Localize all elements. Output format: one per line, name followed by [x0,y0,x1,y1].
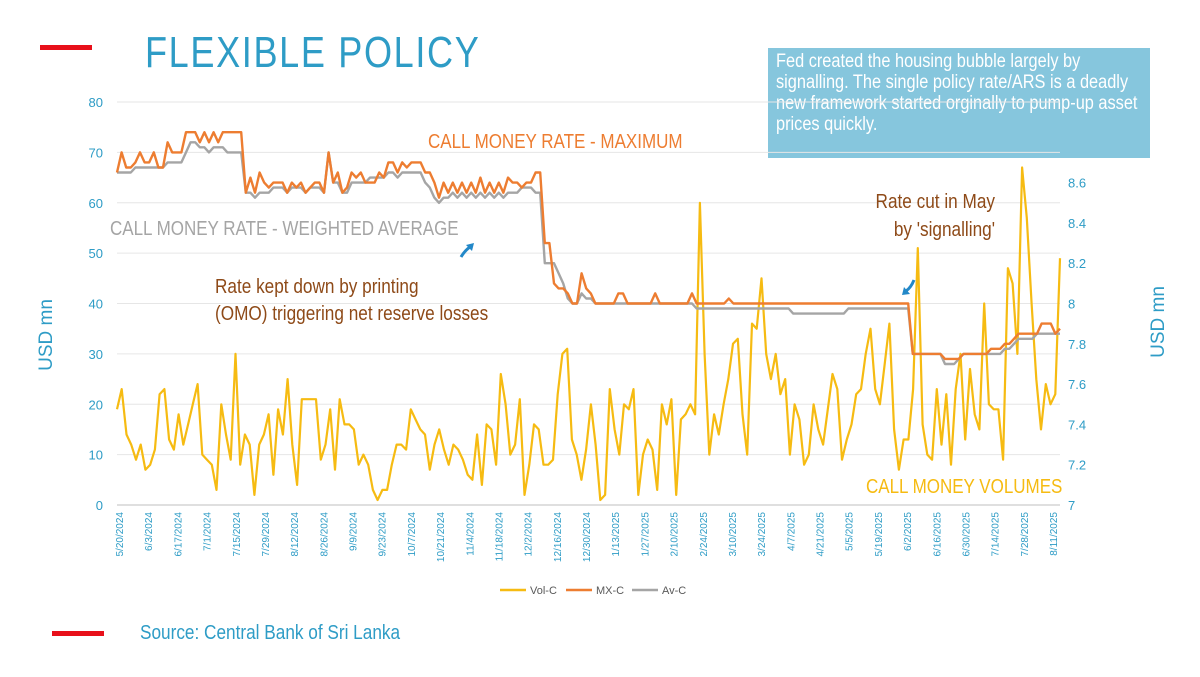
x-tick-label: 8/12/2024 [290,512,301,557]
y-right-tick-label: 7.8 [1068,337,1086,352]
x-tick-label: 9/9/2024 [349,512,360,551]
source-note: Source: Central Bank of Sri Lanka [140,622,401,644]
y-left-tick-label: 40 [89,297,103,312]
y-right-tick-label: 8.4 [1068,216,1086,231]
x-tick-label: 11/4/2024 [465,512,476,556]
legend-entry: Av-C [662,585,686,597]
annotation-printing-line2: (OMO) triggering net reserve losses [215,302,488,325]
x-tick-label: 1/27/2025 [640,512,651,557]
y-right-tick-label: 8.2 [1068,256,1086,271]
series-line-av-c [117,141,1060,366]
legend-entry: Vol-C [530,585,557,597]
x-tick-label: 10/7/2024 [407,512,418,557]
x-tick-label: 6/3/2024 [144,512,155,551]
x-tick-label: 7/29/2024 [261,512,272,557]
gridlines [117,101,1060,506]
x-tick-label: 4/7/2025 [786,512,797,551]
y-right-tick-label: 7.2 [1068,458,1086,473]
annotation-avg-label: CALL MONEY RATE - WEIGHTED AVERAGE [110,217,459,240]
y-left-tick-label: 70 [89,145,103,160]
x-tick-label: 8/26/2024 [319,512,330,557]
y-right-tick-label: 7.4 [1068,417,1086,432]
annotation-max-label: CALL MONEY RATE - MAXIMUM [428,130,683,153]
x-tick-label: 12/30/2024 [582,512,593,562]
x-tick-label: 11/18/2024 [494,512,505,562]
y-right-tick-label: 8.6 [1068,176,1086,191]
y-right-tick-label: 7.6 [1068,377,1086,392]
series-line-mx-c [115,130,1061,361]
x-tick-label: 3/10/2025 [728,512,739,557]
y-right-tick-label: 8 [1068,297,1075,312]
series-line-vol-c [115,166,1062,502]
x-tick-label: 7/14/2025 [991,512,1002,557]
x-tick-label: 6/30/2025 [961,512,972,557]
x-tick-label: 7/28/2025 [1020,512,1031,557]
x-tick-label: 10/21/2024 [436,512,447,562]
y-left-tick-label: 10 [89,448,103,463]
x-tick-label: 1/13/2025 [611,512,622,557]
legend-entry: MX-C [596,585,624,597]
y-axis-left-label: USD mn [36,299,57,371]
annotation-printing-line1: Rate kept down by printing [215,275,419,298]
callout-box: Fed created the housing bubble largely b… [768,48,1150,158]
x-tick-label: 6/16/2025 [932,512,943,557]
y-left-tick-label: 0 [96,498,103,513]
page-title: FLEXIBLE POLICY [145,28,481,77]
x-tick-label: 8/11/2025 [1049,512,1060,556]
x-tick-label: 2/10/2025 [670,512,681,557]
x-tick-label: 6/17/2024 [173,512,184,557]
annotation-rate-cut-line1: Rate cut in May [876,190,996,213]
arrow-down-left-icon [902,279,916,295]
legend: Vol-C MX-C Av-C [500,585,686,597]
x-tick-label: 4/21/2025 [816,512,827,557]
y-axis-right-label: USD mn [1148,286,1169,358]
y-left-tick-label: 20 [89,397,103,412]
x-tick-label: 2/24/2025 [699,512,710,557]
x-tick-label: 7/1/2024 [203,512,214,551]
y-left-tick-label: 60 [89,196,103,211]
x-tick-label: 9/23/2024 [378,512,389,557]
y-right-tick-label: 7 [1068,498,1075,513]
axes: 0 10 20 30 40 50 60 70 80 7 7.2 7.4 7.6 7.8 8 8.2 8.4 8.6… [89,95,1087,562]
x-tick-label: 7/15/2024 [232,512,243,557]
x-tick-label: 12/16/2024 [553,512,564,562]
x-tick-label: 5/5/2025 [845,512,856,551]
y-left-tick-label: 50 [89,246,103,261]
series-lines [115,130,1062,502]
callout-text: Fed created the housing bubble largely b… [776,51,1138,135]
x-tick-label: 5/19/2025 [874,512,885,557]
accent-bar-bottom [52,631,104,636]
annotation-volume-label: CALL MONEY VOLUMES [866,475,1062,498]
annotation-rate-cut-line2: by 'signalling' [894,218,995,241]
x-tick-label: 3/24/2025 [757,512,768,557]
y-left-tick-label: 30 [89,347,103,362]
x-tick-label: 6/2/2025 [903,512,914,551]
x-tick-label: 5/20/2024 [115,512,126,557]
y-left-tick-label: 80 [89,95,103,110]
accent-bar-top [40,45,92,50]
x-tick-label: 12/2/2024 [524,512,535,557]
arrow-up-right-icon [459,243,474,258]
